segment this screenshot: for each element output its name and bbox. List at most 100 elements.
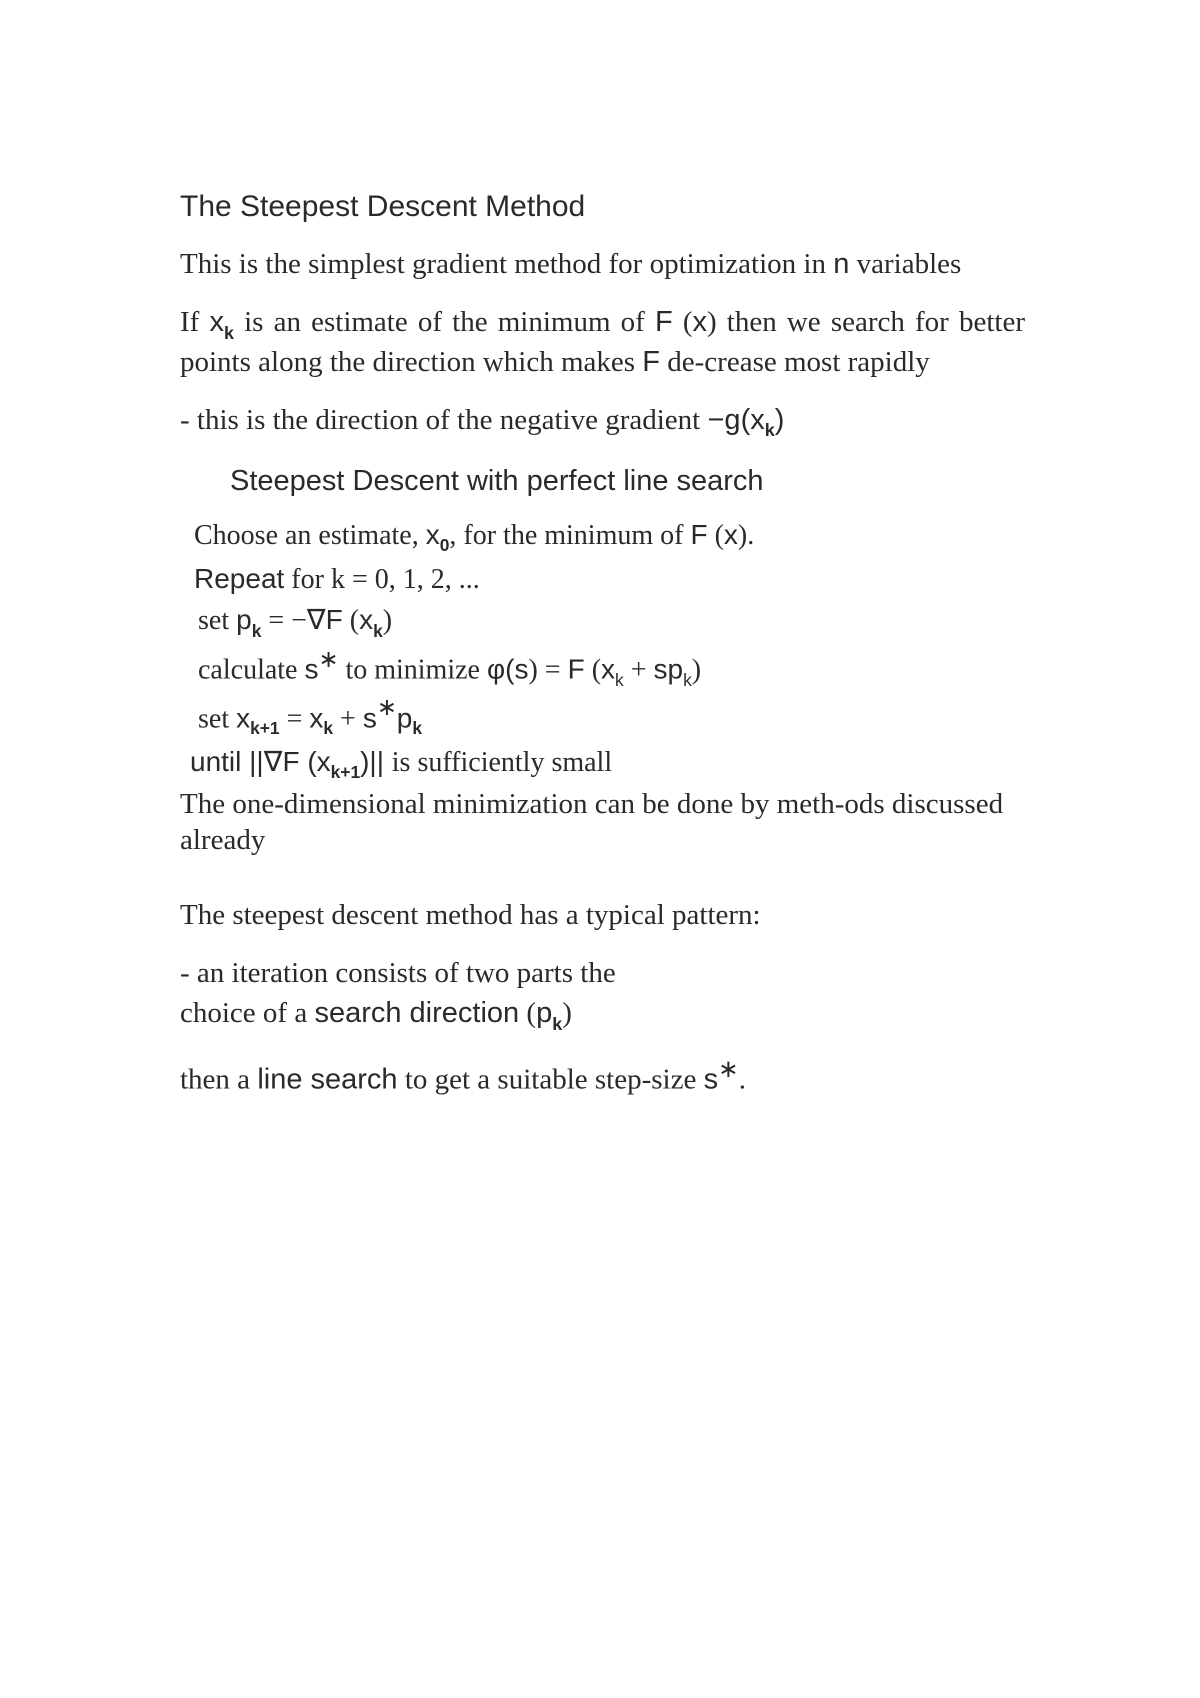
paragraph-iter-b: choice of a search direction (pk) [180,995,1025,1034]
var-s: s [514,653,528,684]
page-title: The Steepest Descent Method [180,190,1025,224]
text: = −∇ [261,605,325,636]
algo-line-repeat: Repeat for k = 0, 1, 2, ... [190,560,1025,600]
text: de-crease most rapidly [660,346,930,378]
term-search-direction: search direction [314,997,519,1029]
text: Choose an estimate, [194,520,426,551]
var-p: p [397,702,413,733]
var-x: x [601,653,615,684]
paragraph-estimate: If xk is an estimate of the minimum of F… [180,304,1025,380]
sub-k: k [683,670,692,690]
var-s: s [304,653,318,684]
var-phi: φ [487,653,505,684]
var-p: p [536,997,552,1029]
var-x: x [309,702,323,733]
var-x: x [426,519,440,550]
var-x: x [236,702,250,733]
text: . [739,1064,746,1096]
text: + [624,654,654,685]
text: If [180,306,209,338]
var-x: x [317,746,331,777]
subtitle: Steepest Descent with perfect line searc… [230,465,1025,498]
paragraph-pattern: The steepest descent method has a typica… [180,897,1025,933]
var-F: F [690,519,707,550]
algo-line-set-pk: set pk = −∇F (xk) [190,601,1025,643]
text: ( [519,997,536,1029]
var-x: x [359,604,373,635]
sub-k: k [224,323,234,343]
text: ) [383,605,392,636]
text: - this is the direction of the negative … [180,404,707,436]
algo-line-calc: calculate s∗ to minimize φ(s) = F (xk + … [190,645,1025,692]
algo-line-choose: Choose an estimate, x0, for the minimum … [190,516,1025,558]
paragraph-line-search: then a line search to get a suitable ste… [180,1056,1025,1098]
term-line-search: line search [257,1064,397,1096]
sub-k: k [765,420,775,440]
var-F: F [326,604,343,635]
text: + [333,703,363,734]
var-F: F [282,746,299,777]
paragraph-gradient: - this is the direction of the negative … [180,402,1025,441]
text: ) [692,654,701,685]
var-sp: sp [654,653,684,684]
text: to minimize [338,654,487,685]
text: )|| [360,746,392,777]
neg-g: −g [707,404,740,436]
sub-k1: k+1 [250,718,279,738]
text: for k = 0, 1, 2, ... [284,564,479,595]
paren: ) [775,404,785,436]
var-s: s [704,1064,719,1096]
var-F: F [568,653,585,684]
var-s: s [363,702,377,733]
text: ) [562,997,572,1029]
text: ( [673,306,693,338]
var-x: x [750,404,765,436]
keyword-repeat: Repeat [194,563,284,594]
algo-line-set-xk1: set xk+1 = xk + s∗pk [190,694,1025,741]
sub-k: k [412,718,422,738]
var-n: n [833,248,849,280]
text: choice of a [180,997,314,1029]
var-x: x [209,306,224,338]
text: set [198,703,236,734]
text: variables [849,248,961,280]
text: This is the simplest gradient method for… [180,248,833,280]
sub-k: k [323,718,333,738]
var-F: F [642,346,660,378]
var-x: x [693,306,708,338]
text: ). [738,520,754,551]
text: = [280,703,310,734]
text: to get a suitable step-size [398,1064,704,1096]
text: ( [708,520,724,551]
paragraph-intro: This is the simplest gradient method for… [180,246,1025,282]
sub-k: k [615,670,624,690]
sub-k1: k+1 [331,762,360,782]
sub-k: k [373,621,383,641]
algorithm-block: Choose an estimate, x0, for the minimum … [190,516,1025,784]
sub-k: k [552,1014,562,1034]
text: ( [343,605,359,636]
text: then a [180,1064,257,1096]
sup-star: ∗ [377,694,397,721]
var-F: F [655,306,673,338]
sup-star: ∗ [718,1056,739,1083]
text: calculate [198,654,304,685]
text: ) = [528,654,567,685]
var-p: p [236,604,252,635]
sup-star: ∗ [318,646,338,673]
paragraph-iter-a: - an iteration consists of two parts the [180,955,1025,991]
sub-0: 0 [440,535,450,555]
paragraph-1d: The one-dimensional minimization can be … [180,786,1025,859]
keyword-until: until [190,746,241,777]
text: ||∇ [241,746,282,777]
text: is an estimate of the minimum of [234,306,655,338]
text: ( [300,746,317,777]
text: ( [585,654,601,685]
text: is sufficiently small [392,747,612,778]
algo-line-until: until ||∇F (xk+1)|| is sufficiently smal… [190,743,1025,785]
text: , for the minimum of [449,520,690,551]
paren: ( [741,404,751,436]
var-x: x [724,519,738,550]
sub-k: k [252,621,262,641]
text: set [198,605,236,636]
